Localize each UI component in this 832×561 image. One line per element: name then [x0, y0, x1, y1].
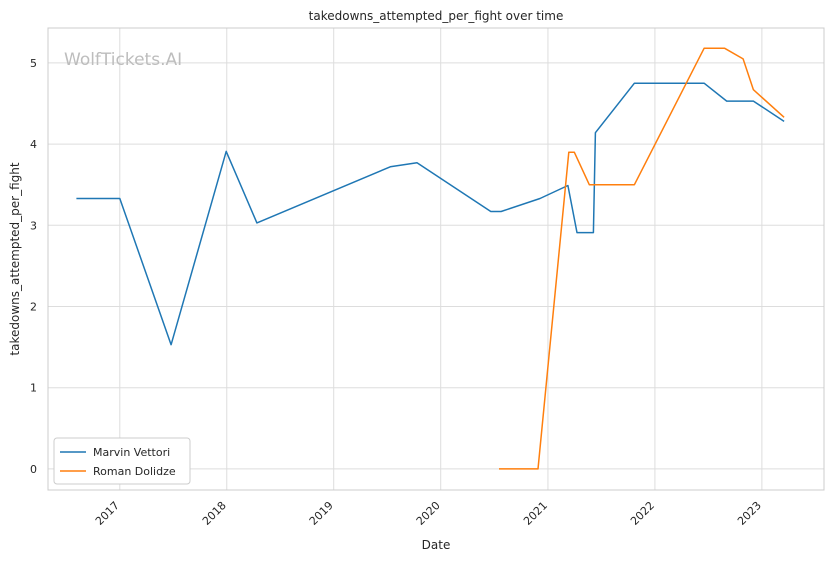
- y-axis-ticks: 0 1 2 3 4 5: [30, 57, 37, 476]
- legend-box: [53, 437, 191, 485]
- x-tick-label: 2021: [521, 499, 550, 528]
- x-tick-label: 2023: [735, 499, 764, 528]
- y-tick-label: 4: [30, 138, 37, 151]
- x-tick-label: 2020: [414, 499, 443, 528]
- watermark: WolfTickets.AI: [64, 50, 182, 70]
- legend-label-marvin-vettori: Marvin Vettori: [93, 446, 170, 459]
- chart-title: takedowns_attempted_per_fight over time: [309, 9, 564, 23]
- x-tick-label: 2017: [93, 499, 122, 528]
- x-axis-title: Date: [422, 538, 451, 552]
- series-line-0: [76, 82, 785, 346]
- y-tick-label: 0: [30, 463, 37, 476]
- series-lines: [76, 47, 785, 470]
- gridlines: [48, 28, 824, 490]
- y-tick-label: 1: [30, 382, 37, 395]
- y-tick-label: 2: [30, 300, 37, 313]
- legend-label-roman-dolidze: Roman Dolidze: [93, 465, 176, 478]
- x-tick-label: 2018: [200, 499, 229, 528]
- y-tick-label: 3: [30, 219, 37, 232]
- plot-area-frame: [47, 27, 825, 491]
- x-tick-label: 2019: [307, 499, 336, 528]
- series-line-1: [499, 47, 785, 470]
- x-axis-ticks: 2017 2018 2019 2020 2021 2022 2023: [93, 499, 764, 528]
- y-axis-title: takedowns_attempted_per_fight: [8, 162, 22, 355]
- x-tick-label: 2022: [628, 499, 657, 528]
- legend: Marvin Vettori Roman Dolidze: [53, 437, 191, 485]
- y-tick-label: 5: [30, 57, 37, 70]
